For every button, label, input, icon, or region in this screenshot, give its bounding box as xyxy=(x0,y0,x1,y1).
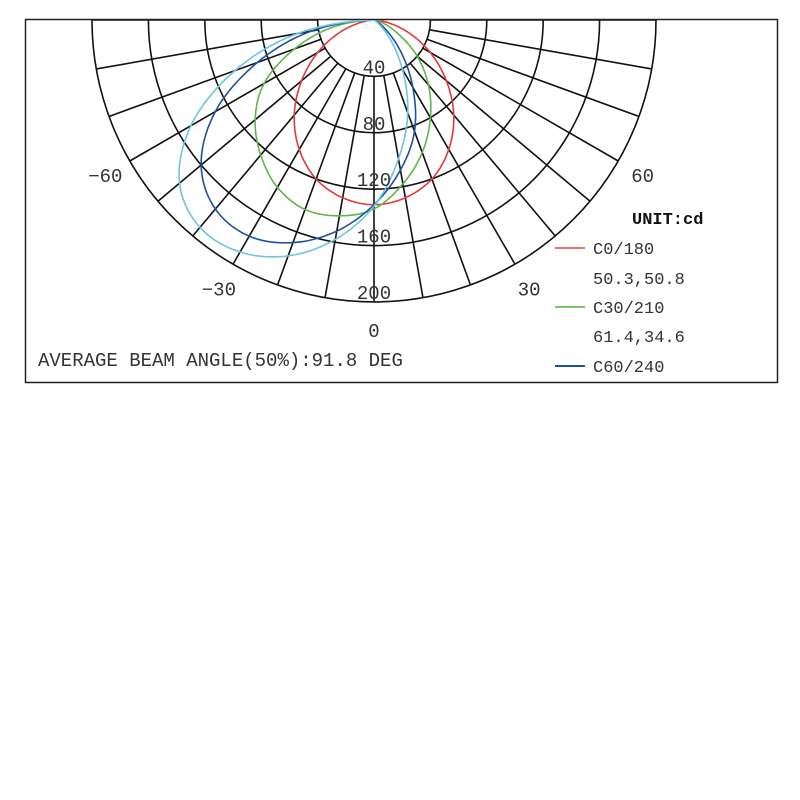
angle-tick-labels: −60 −30 0 30 60 xyxy=(88,166,654,343)
grid-ring xyxy=(260,20,488,134)
grid-ring xyxy=(147,20,601,247)
radial-tick-label: 160 xyxy=(357,227,391,249)
grid-ring xyxy=(316,20,432,78)
legend-label-c0: C0/180 xyxy=(593,241,654,260)
legend-beam-c0: 50.3,50.8 xyxy=(593,271,685,290)
angle-tick-label: 0 xyxy=(368,321,379,343)
radial-tick-label: 200 xyxy=(357,283,391,305)
radial-tick-label: 40 xyxy=(363,57,386,79)
radial-tick-label: 120 xyxy=(357,170,391,192)
angle-tick-label: 60 xyxy=(631,166,654,188)
series-curve-1 xyxy=(254,20,432,217)
legend-label-c30: C30/210 xyxy=(593,300,664,319)
angle-tick-label: −60 xyxy=(88,166,122,188)
angle-tick-label: 30 xyxy=(518,280,541,302)
series-curve-2 xyxy=(200,20,417,244)
curves xyxy=(178,20,455,258)
legend-label-c60: C60/240 xyxy=(593,359,664,378)
radial-tick-labels: 40 80 120 160 200 xyxy=(357,57,391,305)
angle-tick-label: −30 xyxy=(202,280,236,302)
legend-beam-c30: 61.4,34.6 xyxy=(593,329,685,348)
series-curve-3 xyxy=(178,20,409,258)
unit-label: UNIT:cd xyxy=(632,211,703,230)
legend: C0/180 50.3,50.8 C30/210 61.4,34.6 C60/2… xyxy=(555,241,685,378)
grid-ring xyxy=(91,20,657,303)
beam-angle-annotation: AVERAGE BEAM ANGLE(50%):91.8 DEG xyxy=(38,350,403,372)
radial-tick-label: 80 xyxy=(363,114,386,136)
chart-frame xyxy=(24,18,779,384)
